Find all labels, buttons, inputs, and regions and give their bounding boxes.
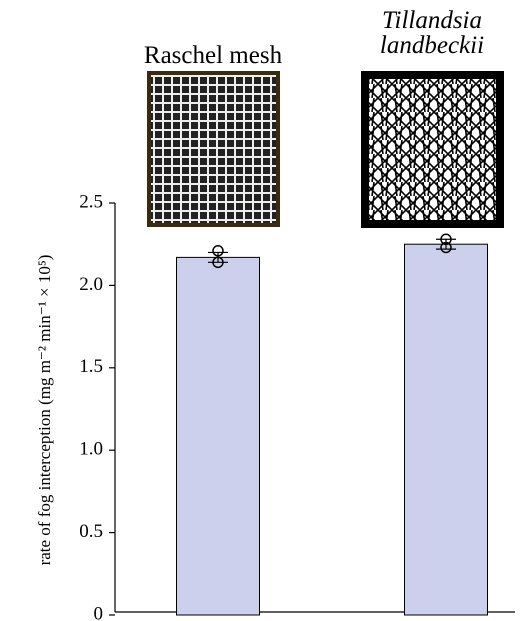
data-point — [440, 233, 452, 246]
category-label: Tillandsia landbeckii — [379, 7, 485, 59]
photo — [147, 71, 280, 227]
y-tick-label: 0 — [94, 603, 104, 621]
y-tick-label: 1.0 — [79, 439, 103, 460]
data-point — [212, 256, 224, 269]
y-tick-label: 0.5 — [79, 521, 103, 542]
y-tick-label: 2.0 — [79, 274, 103, 295]
bar — [404, 243, 488, 616]
y-tick-label: 2.5 — [79, 191, 103, 212]
y-axis-label: rate of fog interception (mg m⁻² min⁻¹ ×… — [35, 255, 54, 566]
data-point — [212, 245, 224, 257]
photo — [361, 71, 504, 228]
category-label: Raschel mesh — [143, 42, 283, 69]
bar — [176, 256, 260, 616]
y-tick-label: 1.5 — [79, 356, 103, 377]
data-point — [440, 241, 452, 254]
